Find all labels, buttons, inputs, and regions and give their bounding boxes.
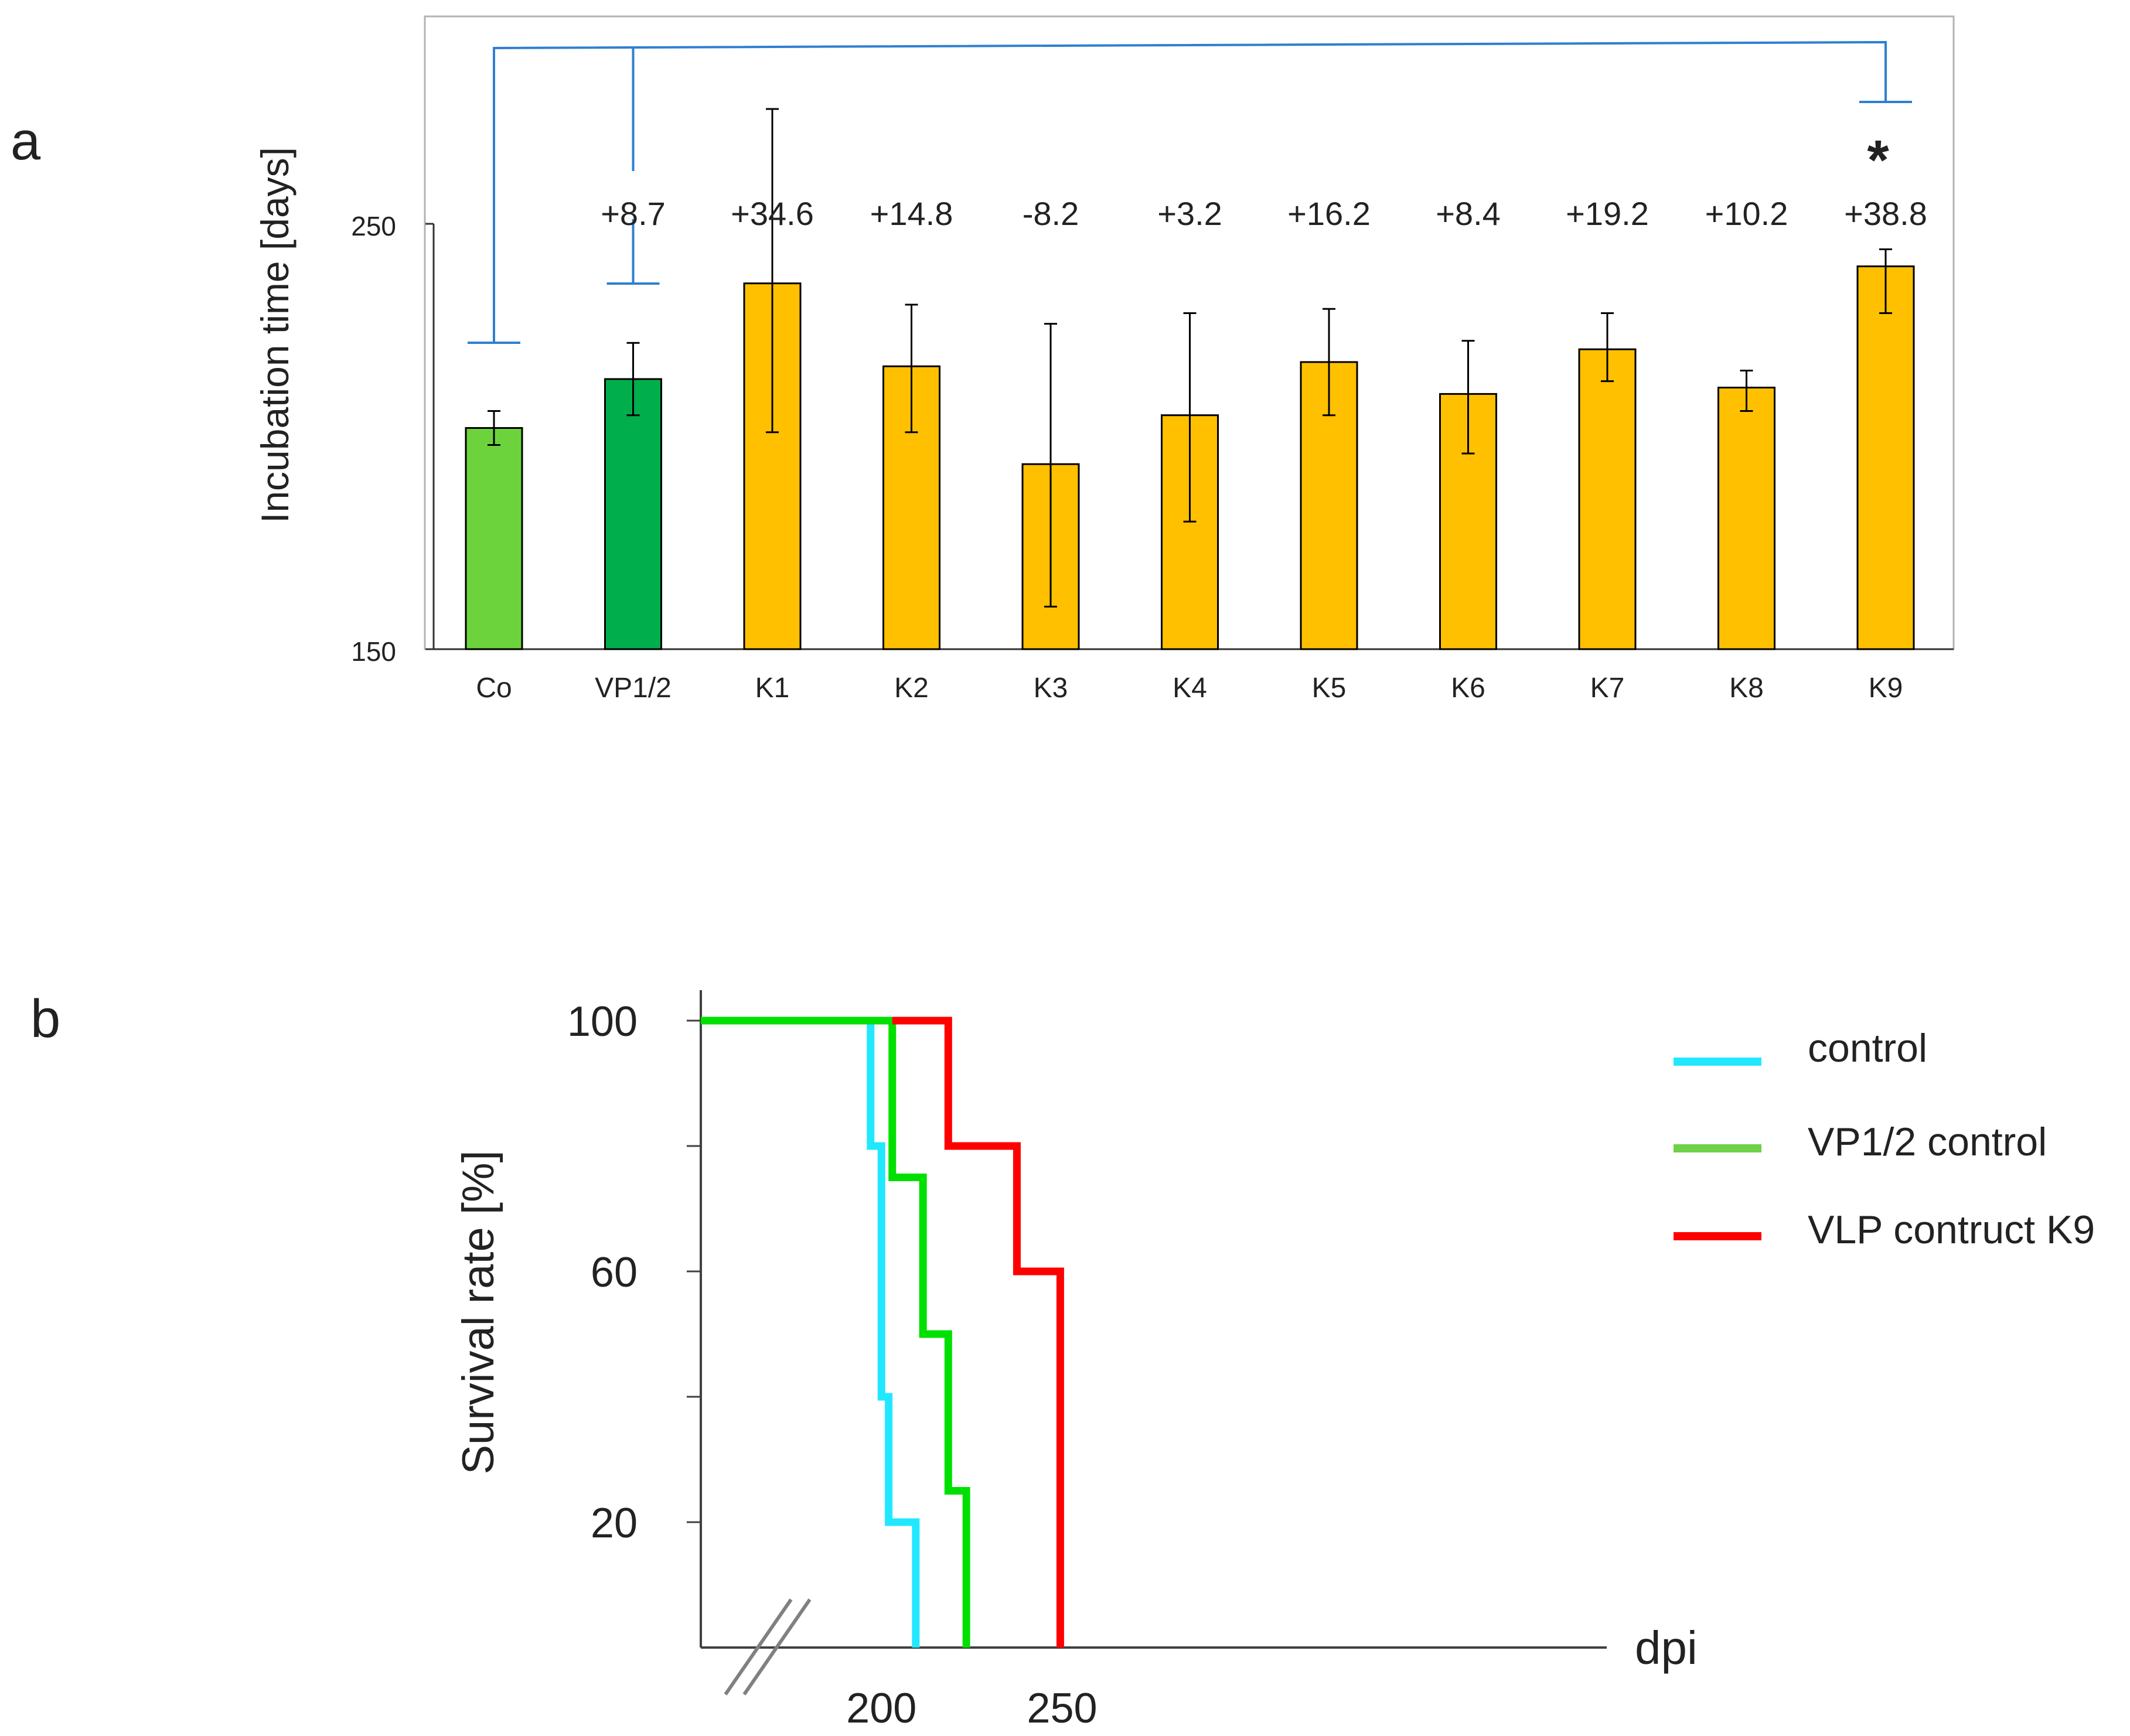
panel-a-label: a bbox=[11, 111, 41, 171]
survival-curve-0 bbox=[701, 1017, 920, 1648]
x-tick-label: K2 bbox=[894, 673, 929, 704]
diff-annotation: +19.2 bbox=[1566, 195, 1649, 232]
x-tick-label: K6 bbox=[1451, 673, 1485, 704]
x-tick-label: 250 bbox=[1027, 1685, 1097, 1732]
x-tick-label: K3 bbox=[1034, 673, 1068, 704]
bar-co bbox=[465, 427, 523, 650]
x-tick-label: K4 bbox=[1173, 673, 1207, 704]
bar-vp1-2 bbox=[604, 378, 662, 650]
diff-annotation: +38.8 bbox=[1844, 195, 1927, 232]
diff-annotation: +3.2 bbox=[1157, 195, 1222, 232]
bracket-main bbox=[493, 40, 1887, 343]
x-tick-label: K9 bbox=[1869, 673, 1903, 704]
bar-k9 bbox=[1856, 265, 1915, 650]
y-axis-title-a: Incubation time [days] bbox=[253, 147, 297, 523]
bar-k5 bbox=[1300, 361, 1358, 650]
y-tick-label: 100 bbox=[567, 998, 638, 1045]
survival-chart-b: Survival rate [%] dpi 20 60 100 200 250 con… bbox=[454, 990, 2095, 1732]
survival-curves bbox=[701, 1017, 1064, 1648]
diff-annotation: +16.2 bbox=[1287, 195, 1371, 232]
diff-annotation: +34.6 bbox=[731, 195, 814, 232]
axis-break-mark-2 bbox=[742, 1598, 812, 1696]
y-tick-label: 150 bbox=[351, 636, 396, 667]
diff-annotation: -8.2 bbox=[1023, 195, 1079, 232]
bar-k8 bbox=[1717, 387, 1775, 650]
diff-annotation: +14.8 bbox=[870, 195, 953, 232]
y-axis-title-b: Survival rate [%] bbox=[454, 1150, 503, 1474]
x-tick-label: K8 bbox=[1729, 673, 1764, 704]
y-tick-label: 60 bbox=[591, 1249, 638, 1296]
axis-break-mark-1 bbox=[724, 1598, 793, 1696]
y-ticks-b: 20 60 100 bbox=[567, 998, 701, 1547]
x-tick-label: Co bbox=[476, 673, 512, 704]
x-tick-label: VP1/2 bbox=[595, 673, 672, 704]
comparison-brackets bbox=[468, 40, 1912, 344]
significance-asterisk: * bbox=[1867, 129, 1889, 192]
legend-label: VP1/2 control bbox=[1808, 1120, 2047, 1164]
survival-curve-2 bbox=[892, 1017, 1064, 1648]
legend-label: control bbox=[1808, 1026, 1927, 1070]
y-tick-label: 20 bbox=[591, 1500, 638, 1547]
y-ticks-a: 150 250 bbox=[351, 211, 434, 667]
diff-annotation: +8.4 bbox=[1436, 195, 1501, 232]
x-tick-label: K5 bbox=[1312, 673, 1347, 704]
bars-a bbox=[465, 265, 1915, 650]
bar-chart-a: Incubation time [days] 150 250 Co VP1/2 K1 K… bbox=[253, 15, 1955, 704]
diff-annotation: +8.7 bbox=[601, 195, 666, 232]
legend-label: VLP contruct K9 bbox=[1808, 1208, 2095, 1252]
panel-b-label: b bbox=[30, 989, 60, 1049]
x-tick-label: K7 bbox=[1590, 673, 1625, 704]
survival-curve-1 bbox=[701, 1017, 970, 1648]
diff-annotation: +10.2 bbox=[1705, 195, 1788, 232]
x-tick-label: 200 bbox=[846, 1685, 916, 1732]
legend-b: control VP1/2 control VLP contruct K9 bbox=[1674, 1026, 2095, 1252]
x-tick-label: K1 bbox=[755, 673, 790, 704]
x-tick-labels-a: Co VP1/2 K1 K2 K3 K4 K5 K6 K7 K8 K9 bbox=[476, 673, 1903, 704]
error-bars-a bbox=[488, 108, 1892, 608]
diff-annotations-a: +8.7 +34.6 +14.8 -8.2 +3.2 +16.2 +8.4 +19.2 +10.… bbox=[601, 195, 1927, 232]
x-ticks-b: 200 250 bbox=[846, 1685, 1097, 1732]
y-tick-label: 250 bbox=[351, 211, 396, 241]
bar-k7 bbox=[1578, 348, 1637, 650]
x-axis-title-b: dpi bbox=[1635, 1622, 1698, 1674]
